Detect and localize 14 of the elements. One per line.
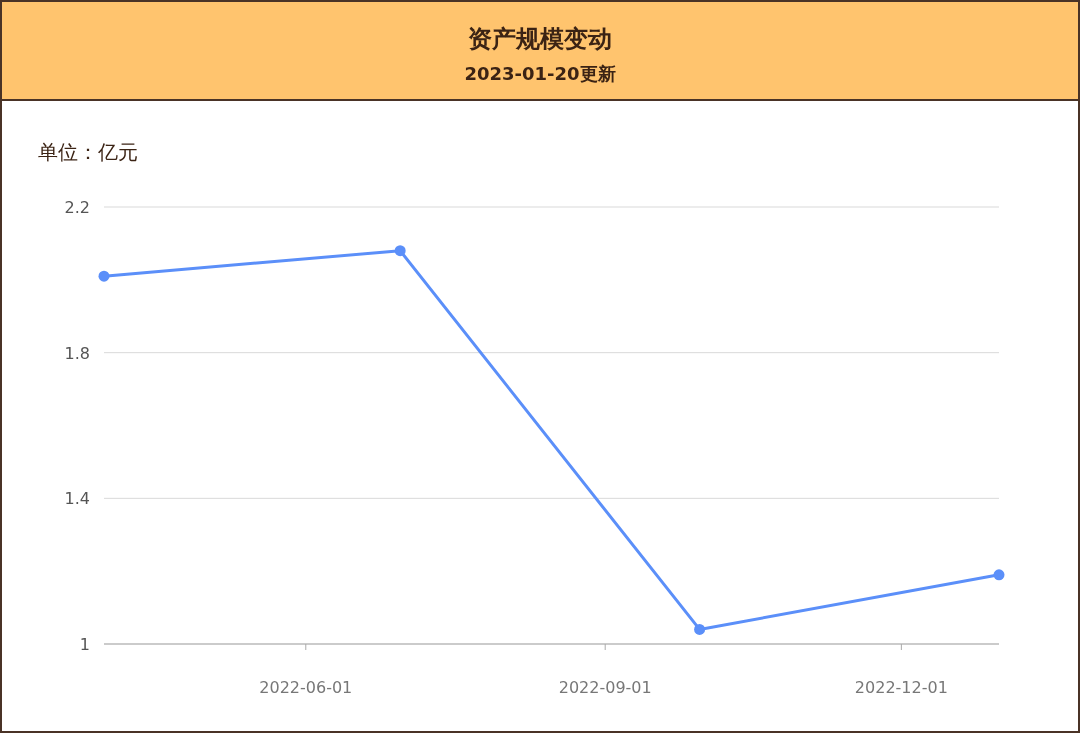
y-tick-label: 1.4 xyxy=(64,489,90,509)
point xyxy=(694,623,706,635)
y-tick-label: 1 xyxy=(79,635,90,654)
point xyxy=(993,569,1005,581)
chart-subtitle: 2023-01-20更新 xyxy=(464,63,616,84)
x-tick-label: 2022-12-01 xyxy=(854,678,948,697)
y-tick-label: 2.2 xyxy=(64,198,90,217)
chart-title: 资产规模变动 xyxy=(468,25,612,53)
point xyxy=(98,270,110,282)
x-tick-label: 2022-09-01 xyxy=(558,678,652,697)
y-tick-label: 1.8 xyxy=(64,343,90,363)
y-axis-title: 单位：亿元 xyxy=(38,140,138,164)
point xyxy=(394,245,406,257)
x-tick-label: 2022-06-01 xyxy=(259,678,353,697)
